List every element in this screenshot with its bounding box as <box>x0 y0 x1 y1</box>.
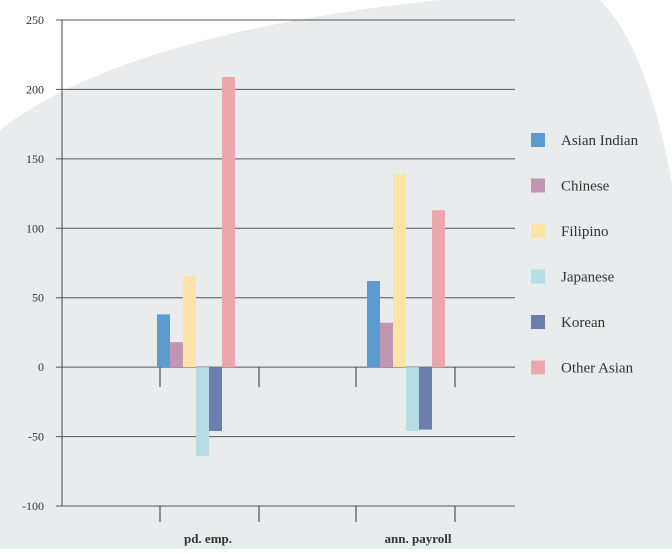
bars <box>157 76 445 457</box>
bar <box>380 322 393 368</box>
x-category-label: ann. payroll <box>385 531 452 546</box>
x-category-label: pd. emp. <box>184 531 232 546</box>
axes <box>61 20 456 522</box>
bar <box>222 76 235 368</box>
legend-swatch <box>531 224 545 238</box>
bar <box>419 367 432 430</box>
bar <box>406 367 419 432</box>
y-tick-label: 200 <box>26 82 44 96</box>
y-tick-label: 250 <box>26 13 44 27</box>
bar <box>367 281 380 368</box>
legend-label: Korean <box>561 315 606 331</box>
bar <box>183 275 196 368</box>
y-tick-label: -50 <box>28 430 44 444</box>
legend-label: Filipino <box>561 224 609 240</box>
y-tick-label: 0 <box>38 360 44 374</box>
bar <box>432 210 445 368</box>
legend-swatch <box>531 133 545 147</box>
legend-label: Asian Indian <box>561 133 639 149</box>
legend-label: Japanese <box>561 270 615 286</box>
bar <box>393 174 406 368</box>
y-tick-label: 100 <box>26 221 44 235</box>
bar <box>196 367 209 457</box>
bar <box>170 342 183 368</box>
y-tick-label: 50 <box>32 291 44 305</box>
legend-label: Other Asian <box>561 361 634 377</box>
legend-swatch <box>531 269 545 284</box>
legend-swatch <box>531 360 545 375</box>
legend-swatch <box>531 315 545 329</box>
bar <box>209 367 222 432</box>
legend-label: Chinese <box>561 179 610 195</box>
legend-swatch <box>531 178 545 193</box>
axis-labels: -100 -50 0 50 100 150 200 250 pd. emp. ann. payro… <box>22 13 452 546</box>
bar <box>157 314 170 368</box>
y-tick-label: -100 <box>22 499 44 513</box>
legend: Asian Indian Chinese Filipino Japanese Korea… <box>531 133 639 377</box>
y-tick-label: 150 <box>26 152 44 166</box>
